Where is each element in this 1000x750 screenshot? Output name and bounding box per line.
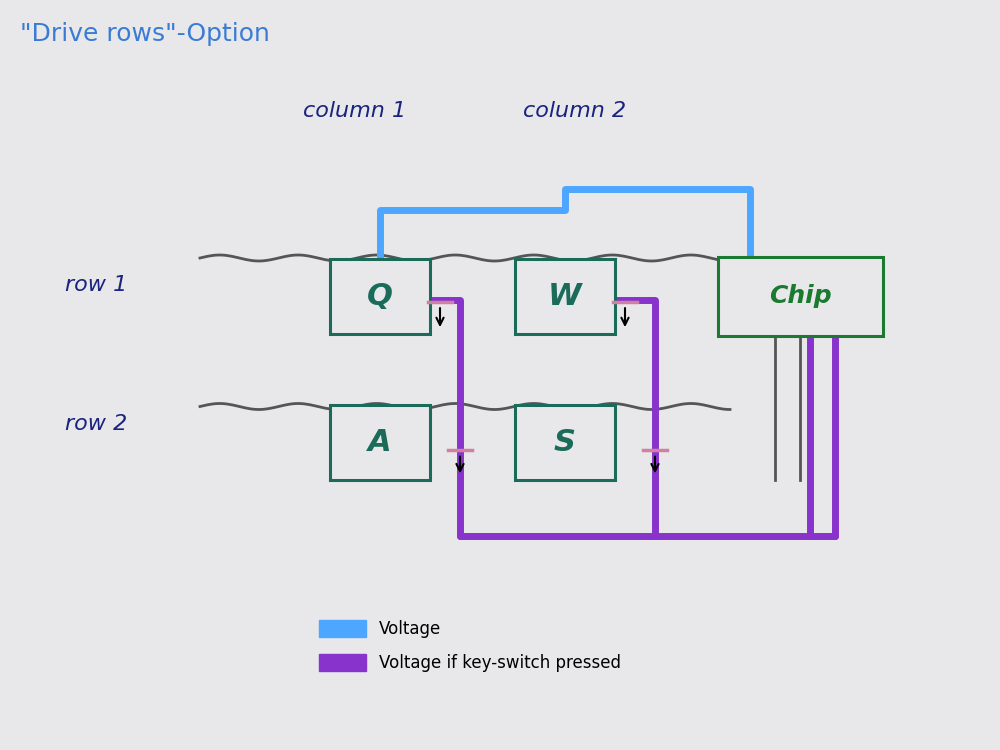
Text: column 1: column 1 — [303, 101, 407, 122]
FancyBboxPatch shape — [515, 259, 615, 334]
FancyBboxPatch shape — [330, 405, 430, 480]
Text: column 2: column 2 — [523, 101, 627, 122]
FancyBboxPatch shape — [515, 405, 615, 480]
Text: row 2: row 2 — [65, 414, 127, 434]
Text: "Drive rows"-Option: "Drive rows"-Option — [20, 22, 270, 46]
Text: row 1: row 1 — [65, 275, 127, 295]
Legend: Voltage, Voltage if key-switch pressed: Voltage, Voltage if key-switch pressed — [302, 603, 638, 689]
Text: W: W — [548, 282, 582, 310]
FancyBboxPatch shape — [718, 256, 883, 336]
Text: Chip: Chip — [769, 284, 831, 308]
Text: A: A — [368, 428, 392, 457]
Text: Q: Q — [367, 282, 393, 310]
FancyBboxPatch shape — [330, 259, 430, 334]
Text: S: S — [554, 428, 576, 457]
